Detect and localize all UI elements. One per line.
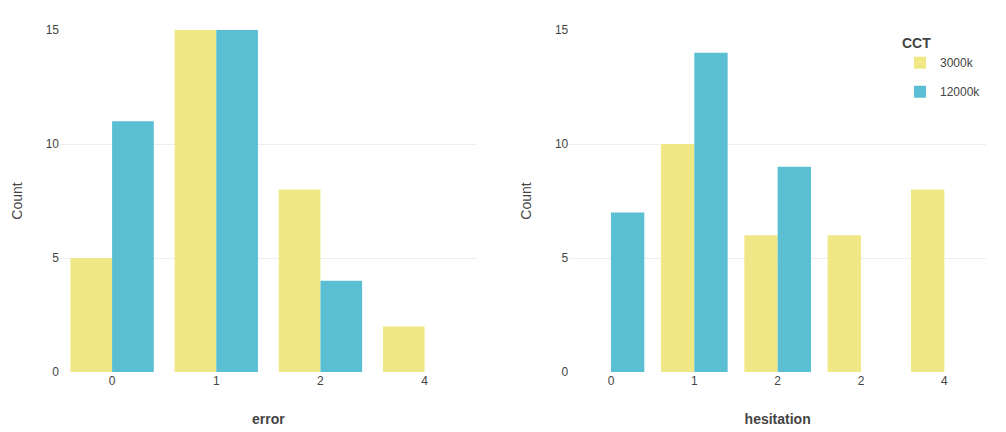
svg-text:0: 0: [608, 374, 615, 388]
svg-text:hesitation: hesitation: [745, 411, 811, 427]
svg-text:Count: Count: [9, 182, 25, 219]
svg-text:2: 2: [858, 374, 865, 388]
svg-text:10: 10: [46, 137, 60, 151]
svg-text:0: 0: [562, 365, 569, 379]
svg-text:4: 4: [941, 374, 948, 388]
svg-text:15: 15: [555, 23, 569, 37]
svg-text:5: 5: [562, 251, 569, 265]
svg-text:2: 2: [774, 374, 781, 388]
svg-text:10: 10: [555, 137, 569, 151]
svg-text:1: 1: [213, 374, 220, 388]
svg-text:0: 0: [52, 365, 59, 379]
svg-text:12000k: 12000k: [940, 85, 980, 99]
svg-text:error: error: [252, 411, 285, 427]
svg-text:4: 4: [421, 374, 428, 388]
svg-text:CCT: CCT: [902, 35, 931, 51]
svg-text:3000k: 3000k: [940, 56, 974, 70]
svg-text:15: 15: [46, 23, 60, 37]
svg-text:Count: Count: [518, 182, 534, 219]
svg-text:1: 1: [691, 374, 698, 388]
svg-text:5: 5: [52, 251, 59, 265]
svg-text:2: 2: [317, 374, 324, 388]
svg-text:0: 0: [109, 374, 116, 388]
